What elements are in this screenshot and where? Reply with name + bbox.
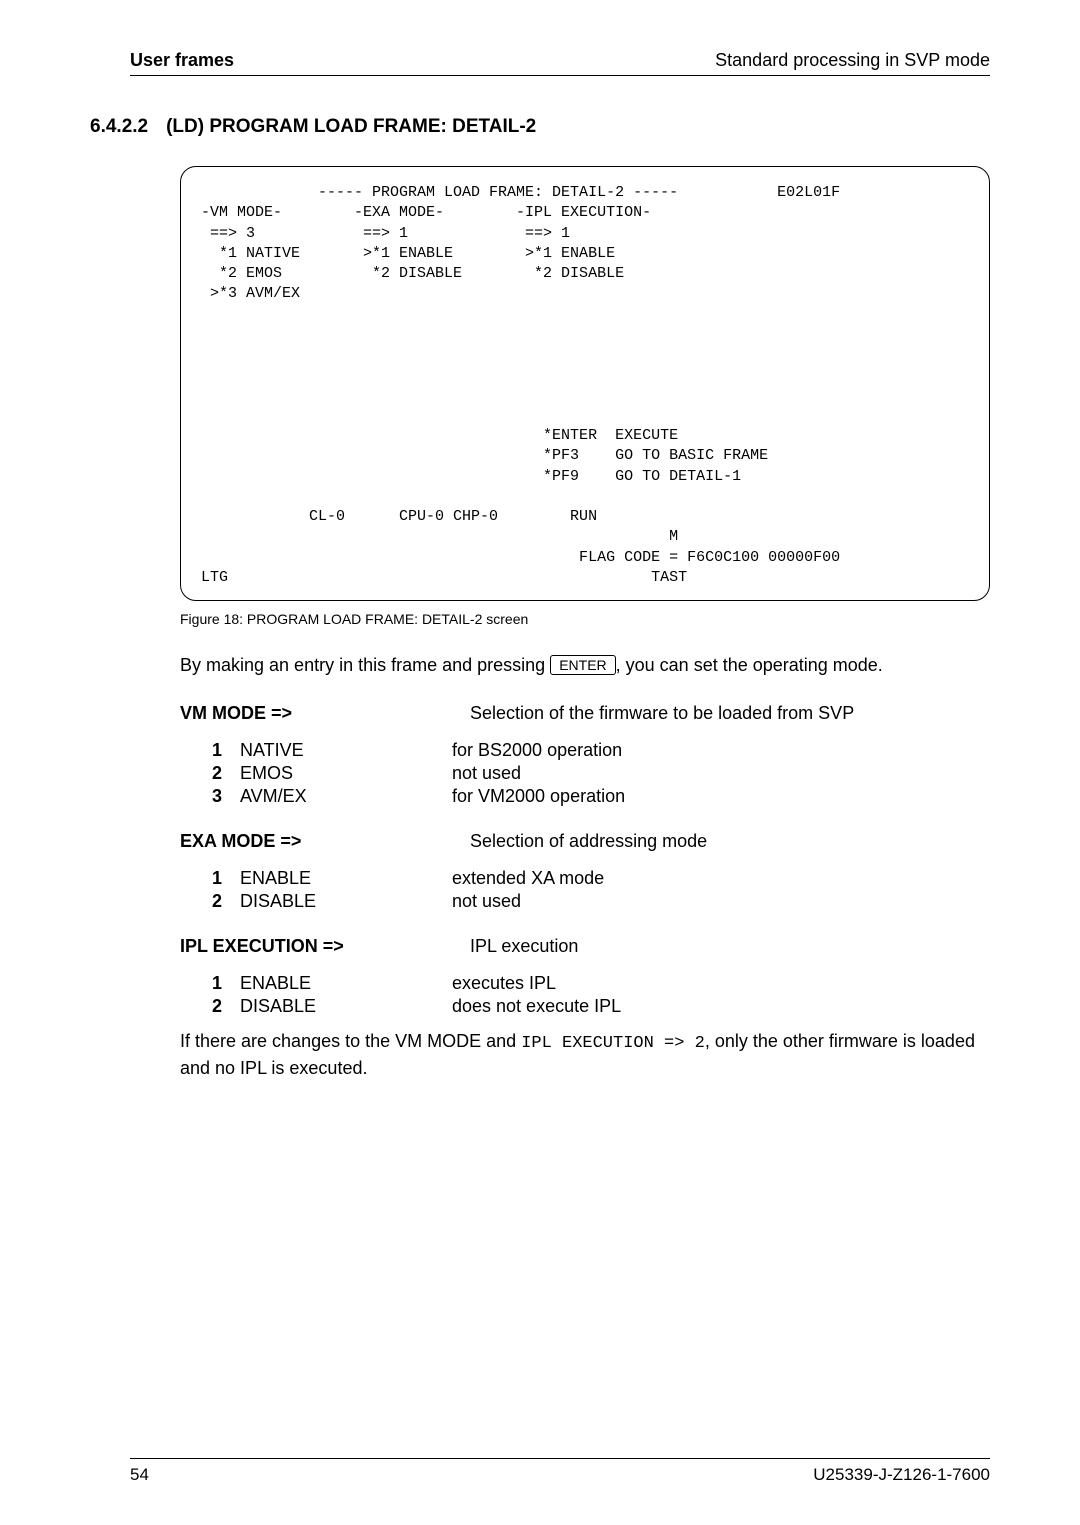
enum-label: EMOS — [240, 763, 452, 784]
exa-mode-desc: Selection of addressing mode — [470, 831, 990, 852]
enum-desc: for VM2000 operation — [452, 786, 990, 807]
section-number: 6.4.2.2 — [90, 116, 148, 137]
enum-label: AVM/EX — [240, 786, 452, 807]
section-heading: 6.4.2.2 (LD) PROGRAM LOAD FRAME: DETAIL-2 — [90, 116, 990, 138]
section-title: (LD) PROGRAM LOAD FRAME: DETAIL-2 — [166, 116, 536, 137]
header-right: Standard processing in SVP mode — [715, 50, 990, 71]
intro-sentence: By making an entry in this frame and pre… — [180, 653, 990, 677]
vm-mode-heading: VM MODE => — [180, 703, 470, 724]
terminal-screen: ----- PROGRAM LOAD FRAME: DETAIL-2 -----… — [180, 166, 990, 601]
enum-label: NATIVE — [240, 740, 452, 761]
enum-label: ENABLE — [240, 868, 452, 889]
figure-caption: Figure 18: PROGRAM LOAD FRAME: DETAIL-2 … — [180, 611, 990, 627]
enum-desc: not used — [452, 891, 990, 912]
header-rule — [130, 75, 990, 76]
enum-num: 1 — [180, 868, 240, 889]
enum-num: 2 — [180, 763, 240, 784]
footer-rule — [130, 1458, 990, 1459]
terminal-title-line: ----- PROGRAM LOAD FRAME: DETAIL-2 -----… — [201, 183, 969, 203]
terminal-body: -VM MODE- -EXA MODE- -IPL EXECUTION- ==>… — [201, 203, 969, 588]
ipl-exec-heading: IPL EXECUTION => — [180, 936, 470, 957]
closing-code: IPL EXECUTION => 2 — [521, 1034, 705, 1053]
enum-num: 1 — [180, 740, 240, 761]
header-left: User frames — [130, 50, 234, 71]
footer: 54 U25339-J-Z126-1-7600 — [130, 1458, 990, 1485]
ipl-exec-desc: IPL execution — [470, 936, 990, 957]
doc-id: U25339-J-Z126-1-7600 — [813, 1465, 990, 1485]
vm-mode-desc: Selection of the firmware to be loaded f… — [470, 703, 990, 724]
enum-desc: not used — [452, 763, 990, 784]
closing-pre: If there are changes to the VM MODE and — [180, 1031, 521, 1051]
enum-num: 1 — [180, 973, 240, 994]
closing-paragraph: If there are changes to the VM MODE and … — [180, 1029, 990, 1080]
page-number: 54 — [130, 1465, 149, 1485]
intro-pre: By making an entry in this frame and pre… — [180, 655, 550, 675]
enum-label: DISABLE — [240, 891, 452, 912]
enter-key-icon: ENTER — [550, 655, 615, 675]
enum-desc: does not execute IPL — [452, 996, 990, 1017]
enum-label: ENABLE — [240, 973, 452, 994]
enum-desc: for BS2000 operation — [452, 740, 990, 761]
enum-num: 3 — [180, 786, 240, 807]
enum-label: DISABLE — [240, 996, 452, 1017]
enum-num: 2 — [180, 891, 240, 912]
intro-post: , you can set the operating mode. — [616, 655, 883, 675]
enum-desc: extended XA mode — [452, 868, 990, 889]
enum-desc: executes IPL — [452, 973, 990, 994]
exa-mode-heading: EXA MODE => — [180, 831, 470, 852]
enum-num: 2 — [180, 996, 240, 1017]
